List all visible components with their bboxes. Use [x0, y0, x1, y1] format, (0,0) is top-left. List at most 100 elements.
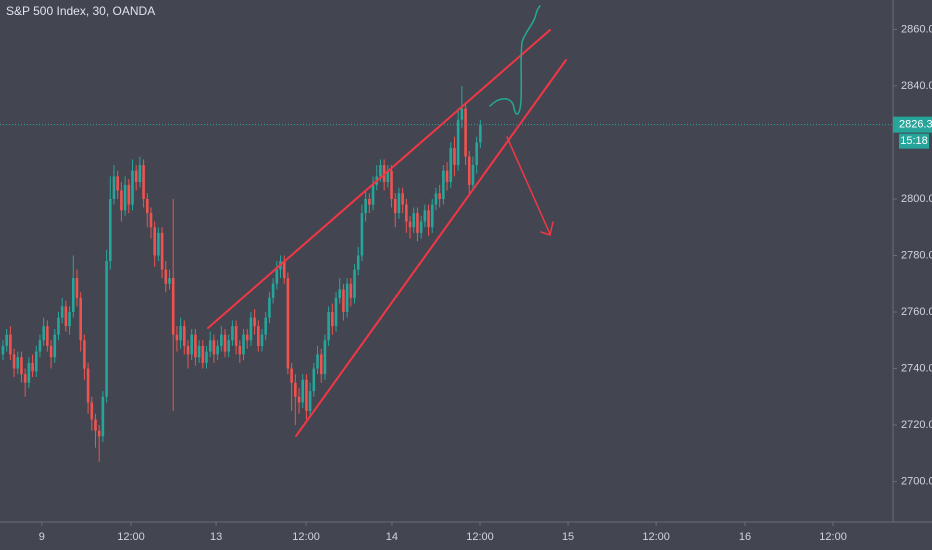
candle-body [153, 227, 156, 256]
candle-body [464, 108, 467, 157]
candle-body [49, 345, 53, 358]
candle-body [479, 124, 482, 143]
candle-body [38, 340, 42, 352]
candle-body [253, 317, 256, 327]
countdown: 15:18 [900, 135, 928, 147]
candle-body [401, 193, 404, 205]
candle-body [268, 297, 271, 318]
candle-body [79, 297, 82, 341]
candle-body [442, 170, 445, 199]
candle-body [316, 354, 319, 369]
candle-body [205, 351, 208, 363]
candle-body [301, 379, 305, 403]
candle-body [379, 165, 382, 177]
candle-body [249, 317, 253, 341]
candle-body [227, 340, 231, 352]
candle-body [90, 402, 94, 420]
candle-body [331, 312, 334, 327]
price-label-box [893, 116, 932, 133]
candle-body [9, 334, 12, 355]
candle-body [145, 198, 149, 214]
candle-body [405, 204, 408, 222]
candle-body [475, 142, 478, 166]
candle-body [197, 345, 201, 358]
candle-body [86, 368, 90, 403]
candle-body [83, 340, 86, 369]
candle-body [368, 198, 371, 205]
candle-body [334, 297, 338, 327]
candle-body [127, 184, 131, 205]
chart-title: S&P 500 Index, 30, OANDA [6, 4, 155, 18]
candle-body [242, 334, 245, 355]
candle-body [275, 269, 279, 284]
candle-body [123, 184, 127, 211]
y-tick-label: 2840.0 [901, 80, 932, 92]
candle-body [20, 357, 23, 375]
candle-body [393, 198, 397, 214]
candle-body [456, 119, 460, 166]
candle-body [338, 289, 342, 298]
candle-body [397, 193, 401, 214]
candle-body [245, 334, 249, 341]
candle-body [257, 326, 260, 346]
candle-body [312, 368, 316, 392]
x-tick-label: 15 [562, 531, 574, 543]
candle-body [160, 232, 164, 270]
candle-body [171, 278, 175, 335]
candle-body [467, 156, 471, 185]
x-tick-label: 12:00 [466, 531, 494, 543]
x-tick-label: 16 [739, 531, 751, 543]
x-tick-label: 12:00 [117, 531, 145, 543]
x-tick-label: 14 [386, 531, 398, 543]
candle-body [345, 283, 349, 313]
candle-body [201, 345, 205, 363]
candle-body [186, 345, 190, 355]
x-tick-label: 13 [210, 531, 222, 543]
candle-body [234, 326, 238, 346]
candle-body [308, 391, 312, 411]
candle-body [157, 232, 160, 256]
candle-body [46, 326, 49, 346]
candle-body [294, 382, 297, 397]
candle-body [31, 362, 34, 372]
candle-body [57, 317, 60, 335]
candle-body [323, 340, 327, 375]
candle-body [327, 312, 330, 341]
arrow-head [540, 221, 554, 236]
candle-body [42, 326, 45, 341]
candle-body [264, 317, 268, 335]
trend-line [295, 59, 567, 437]
forecast-curve [489, 5, 541, 115]
candle-body [138, 165, 142, 183]
candle-body [175, 334, 179, 341]
y-tick-label: 2800.0 [901, 193, 932, 205]
x-tick-label: 12:00 [292, 531, 320, 543]
candle-body [386, 170, 390, 183]
y-tick-label: 2740.0 [901, 362, 932, 374]
candle-body [297, 396, 301, 403]
candle-body [453, 148, 456, 166]
candle-body [183, 326, 186, 346]
candle-body [179, 326, 182, 341]
countdown-box [899, 133, 929, 149]
candle-body [149, 213, 153, 228]
candle-body [231, 326, 234, 341]
candle-body [427, 210, 430, 228]
candle-body [75, 278, 79, 298]
candle-body [356, 255, 360, 270]
candle-body [445, 170, 449, 183]
candle-body [108, 198, 112, 262]
candle-body [290, 368, 293, 383]
candle-body [12, 354, 16, 369]
price-label: 2826.3 [899, 119, 932, 131]
y-tick-label: 2720.0 [901, 419, 932, 431]
arrow [506, 136, 551, 235]
x-tick-label: 9 [39, 531, 45, 543]
candle-body [408, 221, 412, 228]
candle-body [53, 334, 57, 358]
candle-body [168, 278, 171, 284]
candle-body [471, 165, 475, 185]
candle-body [419, 221, 423, 233]
